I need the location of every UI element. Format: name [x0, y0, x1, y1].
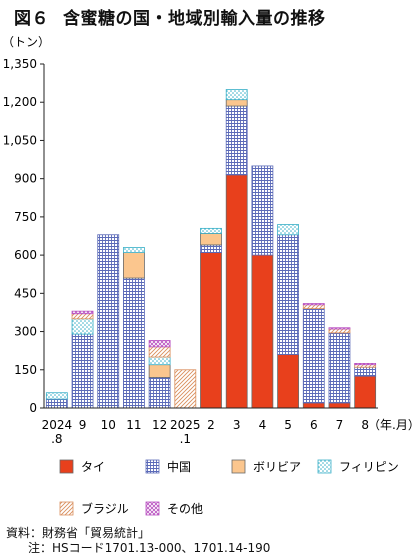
x-tick-label: 2024 [42, 418, 73, 432]
bar-segment [354, 363, 377, 366]
legend-label: タイ [81, 460, 105, 474]
legend-swatch [145, 501, 160, 516]
bar-segment [148, 364, 171, 378]
x-tick-label: .8 [51, 432, 62, 446]
y-tick-label: 150 [14, 363, 37, 377]
bar-segment [251, 254, 274, 409]
bar-segment [328, 332, 351, 404]
bar-segment [328, 402, 351, 409]
bar-segment [71, 333, 94, 409]
y-tick-label: 1,350 [3, 57, 37, 71]
y-tick-label: 900 [14, 172, 37, 186]
legend-swatch [59, 459, 74, 474]
legend-swatch [145, 459, 160, 474]
legend-label: ボリビア [253, 460, 301, 474]
bar-segment [225, 99, 248, 107]
bar-segment [71, 318, 94, 335]
legend-label: その他 [167, 502, 203, 516]
x-tick-label: 5 [284, 418, 292, 432]
bar-segment [251, 165, 274, 256]
x-tick-label: 11 [126, 418, 141, 432]
bar-segment [354, 366, 377, 377]
bar-segment [225, 105, 248, 176]
x-tick-label: 10 [101, 418, 116, 432]
bar-segment [302, 303, 325, 306]
bar-segment [97, 234, 120, 409]
bar-segment [123, 277, 145, 409]
figure-title: 含蜜糖の国・地域別輸入量の推移 [63, 9, 326, 29]
axes [43, 64, 378, 409]
y-tick-label: 600 [14, 248, 37, 262]
y-axis-unit: （トン） [2, 35, 50, 49]
bar-segment [354, 375, 377, 409]
stacked-bar-chart: （トン） 01503004506007509001,0501,2001,350 … [2, 35, 420, 516]
bar-segment [148, 340, 171, 348]
bar-segment [123, 247, 145, 253]
legend-label: 中国 [167, 459, 191, 474]
y-tick-label: 1,050 [3, 133, 37, 147]
bar-segment [45, 392, 68, 400]
y-tick-label: 300 [14, 325, 37, 339]
bar-segment [174, 369, 197, 409]
bar-segment [45, 398, 68, 409]
bar-segment [225, 174, 248, 409]
bar-segment [328, 328, 351, 334]
x-tick-label: 3 [233, 418, 241, 432]
x-axis-labels: 2024.8 9 10 11 12 2025.1 2 3 4 5 6 7 8 [42, 418, 369, 446]
x-tick-label: 2025 [170, 418, 201, 432]
bar-segment [302, 304, 325, 310]
chart-title: 図６ 含蜜糖の国・地域別輸入量の推移 [14, 4, 326, 29]
hs-code-note: 注：HSコード1701.13-000、1701.14-190 [28, 541, 271, 555]
x-tick-label: 2 [207, 418, 215, 432]
x-tick-label: 12 [152, 418, 167, 432]
y-axis-ticks: 0 150 300 450 600 750 900 1,050 1,200 1,350 [3, 57, 44, 415]
y-tick-label: 750 [14, 210, 37, 224]
x-tick-label: 6 [310, 418, 318, 432]
legend-label: フィリピン [339, 460, 399, 474]
legend-swatch [59, 501, 74, 516]
legend-swatch [231, 459, 246, 474]
bar-segment [328, 327, 351, 330]
bar-segment [200, 252, 222, 409]
legend-label: ブラジル [81, 501, 129, 516]
y-tick-label: 1,200 [3, 95, 37, 109]
legend-swatch [317, 459, 332, 474]
bar-segment [71, 310, 94, 315]
figure-number: 図６ [14, 9, 49, 29]
bar-segment [200, 244, 222, 253]
bar-segment [302, 402, 325, 409]
x-tick-label: 7 [336, 418, 344, 432]
bar-segment [225, 89, 248, 101]
bar-segment [277, 354, 299, 409]
source-note: 資料：財務省「貿易統計」 [6, 526, 151, 540]
y-tick-label: 450 [14, 286, 37, 300]
y-tick-label: 0 [29, 401, 37, 415]
bar-segment [148, 377, 171, 409]
x-tick-label: 9 [79, 418, 87, 432]
x-tick-label: 4 [259, 418, 267, 432]
x-tick-label: 8 [361, 418, 369, 432]
bar-segment [200, 227, 222, 234]
bar-segment [71, 313, 94, 320]
bar-segment [148, 356, 171, 366]
x-tick-label: .1 [180, 432, 191, 446]
bars [45, 89, 377, 409]
x-axis-unit: （年.月） [368, 418, 420, 432]
footnotes: 資料：財務省「貿易統計」 注：HSコード1701.13-000、1701.14-… [6, 526, 270, 556]
bar-segment [277, 234, 299, 355]
bar-segment [148, 346, 171, 358]
bar-segment [123, 252, 145, 279]
bar-segment [302, 308, 325, 404]
bar-segment [200, 233, 222, 246]
bar-segment [277, 224, 299, 236]
